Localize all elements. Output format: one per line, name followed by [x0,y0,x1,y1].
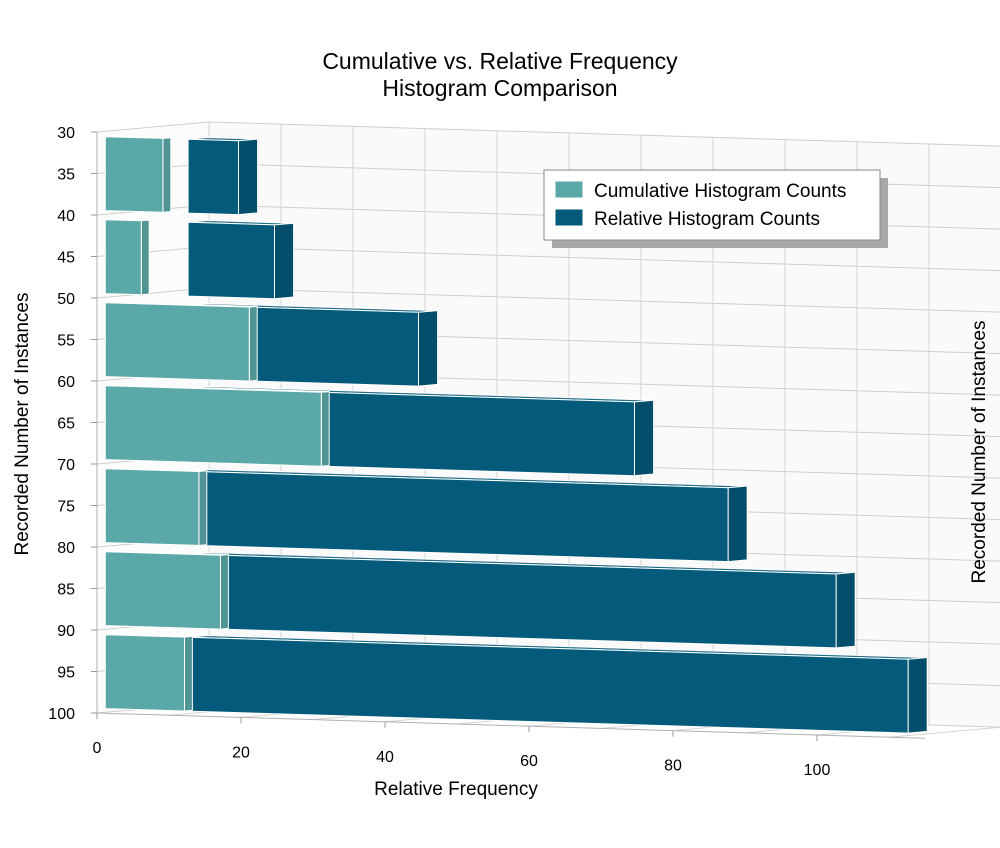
bar-cumulative [104,301,258,382]
bar-side-face [274,222,295,300]
y-tick-label-left: 35 [57,167,75,184]
x-axis-title: Relative Frequency [374,779,538,800]
bars [104,135,928,734]
bar-side-face [634,399,655,477]
bar-front-face [104,302,250,382]
x-tick-label: 0 [93,740,102,757]
legend-swatch-cumulative [554,180,584,199]
y-axis-title-left: Recorded Number of Instances [12,293,33,556]
x-tick-label: 100 [804,762,831,779]
bar-relative [187,136,259,216]
y-tick-label-left: 40 [57,208,75,225]
axes: 3035404550556065707580859095100303540455… [48,125,926,779]
bar-cumulative [104,550,229,630]
legend-label-cumulative: Cumulative Histogram Counts [594,181,846,202]
bar-cumulative [104,467,208,546]
chart-title-line-1: Cumulative vs. Relative Frequency [322,48,678,74]
x-gridline [888,726,1000,738]
legend-label-relative: Relative Histogram Counts [594,209,820,230]
bar-cumulative [104,633,193,712]
bar-side-face [184,635,193,712]
y-tick-label-left: 100 [48,706,75,723]
bar-side-face [320,391,330,467]
bar-relative [187,551,856,649]
bar-side-face [418,310,439,387]
bar-front-face [104,136,164,213]
y-tick-label-left: 95 [57,665,75,682]
bar-front-face [104,634,185,712]
bar-front-face [104,219,142,296]
bar-front-face [187,138,239,216]
x-tick-label: 40 [376,749,394,766]
y-axis-title-right: Recorded Number of Instances [969,321,990,584]
bar-side-face [140,219,150,296]
bar-front-face [187,470,729,563]
bar-side-face [198,470,208,546]
bar-front-face [104,551,221,630]
bar-side-face [727,485,748,563]
x-tick-label: 60 [520,753,538,770]
y-tick-label-left: 60 [57,374,75,391]
bar-relative [187,219,295,300]
y-tick-label-left: 45 [57,250,75,267]
x-tick-label: 80 [664,758,682,775]
bar-front-face [104,385,322,467]
bar-side-face [220,553,229,630]
legend-swatch-relative [554,208,584,227]
bar-side-face [907,656,928,734]
bar-side-face [238,138,259,216]
bar-relative [187,468,748,563]
bar-cumulative [104,384,330,467]
bar-cumulative [104,135,172,213]
bar-side-face [835,571,856,649]
x-tick-label: 20 [232,744,250,761]
chart-title: Cumulative vs. Relative Frequency Histog… [322,48,678,101]
bar-front-face [187,221,275,300]
bar-cumulative [104,218,150,296]
y-tick-label-left: 90 [57,623,75,640]
legend-box [543,169,881,241]
y-tick-label-left: 80 [57,540,75,557]
x-axis-line [96,712,926,739]
y-tick-label-left: 70 [57,457,75,474]
y-tick-label-left: 50 [57,291,75,308]
y-tick-label-left: 75 [57,499,75,516]
bar-front-face [104,468,200,546]
chart-title-line-2: Histogram Comparison [382,75,617,101]
y-tick-label-left: 30 [57,125,75,142]
y-tick-label-left: 65 [57,416,75,433]
y-tick-label-left: 55 [57,333,75,350]
bar-side-face [248,305,258,382]
legend: Cumulative Histogram Counts Relative His… [543,169,888,248]
bar-side-face [162,137,172,213]
axis-titles: Relative Frequency Recorded Number of In… [12,293,990,800]
y-tick-label-left: 85 [57,582,75,599]
